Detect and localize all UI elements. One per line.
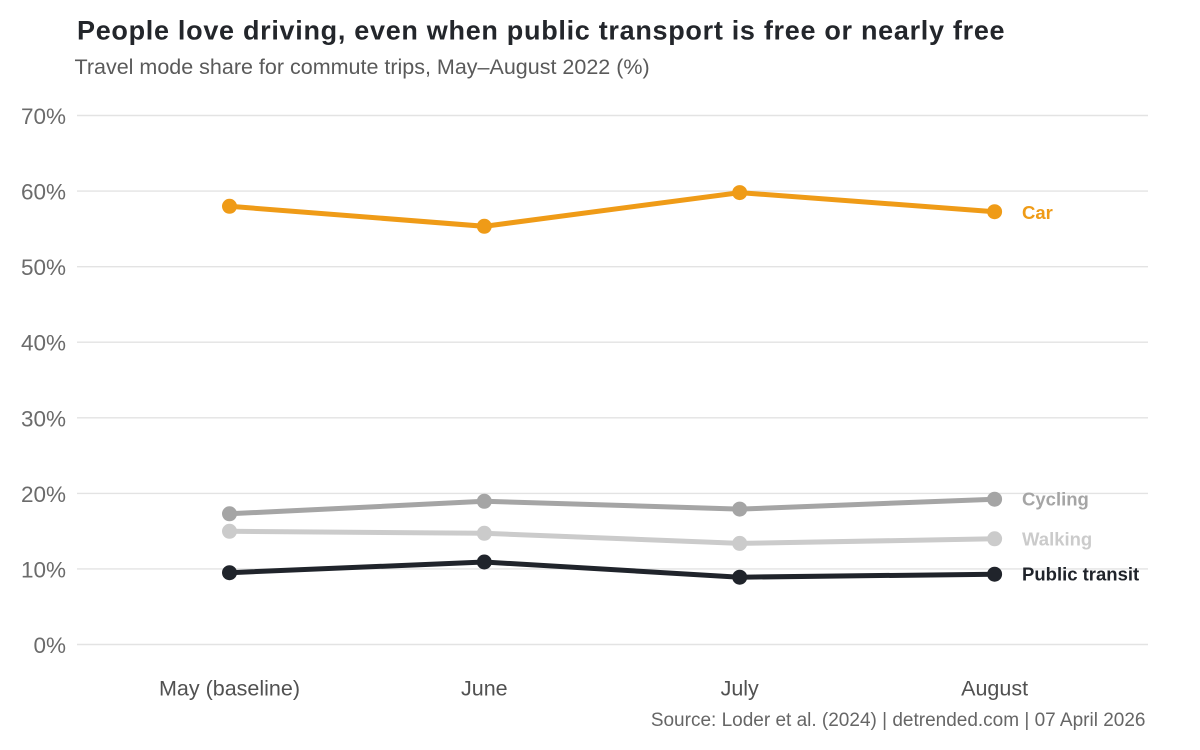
svg-text:June: June <box>461 677 508 701</box>
svg-text:Public transit: Public transit <box>1022 564 1139 585</box>
svg-text:60%: 60% <box>21 180 66 205</box>
svg-text:10%: 10% <box>21 557 66 582</box>
svg-text:50%: 50% <box>21 255 66 280</box>
svg-text:20%: 20% <box>21 482 66 507</box>
svg-text:Travel mode share for commute: Travel mode share for commute trips, May… <box>75 55 650 79</box>
svg-text:Walking: Walking <box>1022 528 1092 549</box>
svg-text:July: July <box>721 677 759 701</box>
svg-text:Car: Car <box>1022 202 1053 223</box>
svg-text:40%: 40% <box>21 331 66 356</box>
svg-text:May (baseline): May (baseline) <box>159 677 300 701</box>
svg-text:0%: 0% <box>33 633 66 658</box>
svg-text:70%: 70% <box>21 104 66 129</box>
svg-text:30%: 30% <box>21 406 66 431</box>
svg-text:Cycling: Cycling <box>1022 489 1089 510</box>
svg-text:Source: Loder et al. (2024) |: Source: Loder et al. (2024) | detrended.… <box>651 710 1146 731</box>
svg-text:People love driving, even when: People love driving, even when public tr… <box>77 15 1005 45</box>
svg-text:August: August <box>961 677 1028 701</box>
